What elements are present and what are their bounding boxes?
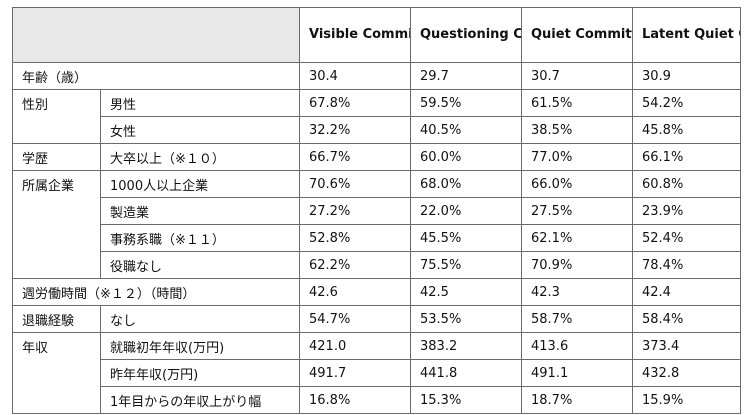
table-cell: 29.7 xyxy=(410,62,522,90)
group-label: 年収 xyxy=(12,332,101,414)
table-cell: 38.5% xyxy=(521,116,633,144)
sub-label: 昨年年収(万円) xyxy=(100,359,300,387)
table-cell: 62.2% xyxy=(299,251,411,279)
table-cell: 40.5% xyxy=(410,116,522,144)
table-cell: 32.2% xyxy=(299,116,411,144)
table-cell: 413.6 xyxy=(521,332,633,360)
table-cell: 42.5 xyxy=(410,278,522,306)
table-cell: 30.7 xyxy=(521,62,633,90)
table-cell: 58.4% xyxy=(632,305,741,333)
table-row: 年齢（歳） 30.4 29.7 30.7 30.9 xyxy=(12,62,741,90)
sub-label: 事務系職（※１１） xyxy=(100,224,300,252)
table-row: 学歴 大卒以上（※１０） 66.7% 60.0% 77.0% 66.1% xyxy=(12,143,741,171)
table-cell: 421.0 xyxy=(299,332,411,360)
table-cell: 78.4% xyxy=(632,251,741,279)
sub-label: 製造業 xyxy=(100,197,300,225)
group-label: 学歴 xyxy=(12,143,101,171)
table-cell: 75.5% xyxy=(410,251,522,279)
comparison-table: Visible Committing Questioning Committin… xyxy=(12,7,741,414)
table-cell: 62.1% xyxy=(521,224,633,252)
table-cell: 441.8 xyxy=(410,359,522,387)
table-row: 所属企業 1000人以上企業 70.6% 68.0% 66.0% 60.8% xyxy=(12,170,741,279)
table-cell: 66.1% xyxy=(632,143,741,171)
table-cell: 42.3 xyxy=(521,278,633,306)
table-cell: 60.8% xyxy=(632,170,741,198)
table-row: 退職経験 なし 54.7% 53.5% 58.7% 58.4% xyxy=(12,305,741,333)
table-cell: 42.4 xyxy=(632,278,741,306)
sub-label: 男性 xyxy=(100,89,300,117)
table-cell: 45.5% xyxy=(410,224,522,252)
table-cell: 70.9% xyxy=(521,251,633,279)
sub-label: 役職なし xyxy=(100,251,300,279)
table-row: 女性 32.2% 40.5% 38.5% 45.8% xyxy=(13,116,741,144)
table-row: 昨年年収(万円) 491.7 441.8 491.1 432.8 xyxy=(13,359,741,387)
table-row: 製造業 27.2% 22.0% 27.5% 23.9% xyxy=(13,197,741,225)
table-cell: 30.4 xyxy=(299,62,411,90)
row-label: 年齢（歳） xyxy=(12,62,300,90)
table-cell: 27.5% xyxy=(521,197,633,225)
table-cell: 383.2 xyxy=(410,332,522,360)
group-label: 退職経験 xyxy=(12,305,101,333)
table-cell: 59.5% xyxy=(410,89,522,117)
column-header: Visible Committing xyxy=(299,7,411,63)
table-cell: 67.8% xyxy=(299,89,411,117)
table-cell: 54.2% xyxy=(632,89,741,117)
group-label: 所属企業 xyxy=(12,170,101,279)
table-cell: 42.6 xyxy=(299,278,411,306)
table-cell: 30.9 xyxy=(632,62,741,90)
table-cell: 70.6% xyxy=(299,170,411,198)
table-cell: 52.4% xyxy=(632,224,741,252)
table-row: 役職なし 62.2% 75.5% 70.9% 78.4% xyxy=(13,251,741,279)
table-cell: 23.9% xyxy=(632,197,741,225)
table-row: 事務系職（※１１） 52.8% 45.5% 62.1% 52.4% xyxy=(13,224,741,252)
table-row: 週労働時間（※１２）（時間） 42.6 42.5 42.3 42.4 xyxy=(12,278,741,306)
table-cell: 66.7% xyxy=(299,143,411,171)
sub-label: なし xyxy=(100,305,300,333)
sub-label: 1年目からの年収上がり幅 xyxy=(100,386,300,414)
table-cell: 15.3% xyxy=(410,386,522,414)
sub-label: 就職初年年収(万円) xyxy=(100,332,300,360)
table-cell: 27.2% xyxy=(299,197,411,225)
table-row: 1年目からの年収上がり幅 16.8% 15.3% 18.7% 15.9% xyxy=(13,386,741,414)
table-cell: 58.7% xyxy=(521,305,633,333)
table-cell: 60.0% xyxy=(410,143,522,171)
group-label: 性別 xyxy=(12,89,101,144)
header-row: Visible Committing Questioning Committin… xyxy=(12,7,741,63)
table-cell: 16.8% xyxy=(299,386,411,414)
table-cell: 491.7 xyxy=(299,359,411,387)
row-label: 週労働時間（※１２）（時間） xyxy=(12,278,300,306)
table-cell: 54.7% xyxy=(299,305,411,333)
table-cell: 15.9% xyxy=(632,386,741,414)
sub-label: 1000人以上企業 xyxy=(100,170,300,198)
table-cell: 77.0% xyxy=(521,143,633,171)
table-row: 年収 就職初年年収(万円) 421.0 383.2 413.6 373.4 xyxy=(12,332,741,414)
column-header: Quiet Committing xyxy=(521,7,633,63)
column-header: Questioning Committing xyxy=(410,7,522,63)
table-cell: 22.0% xyxy=(410,197,522,225)
table-cell: 45.8% xyxy=(632,116,741,144)
table-cell: 53.5% xyxy=(410,305,522,333)
table-cell: 491.1 xyxy=(521,359,633,387)
table-cell: 52.8% xyxy=(299,224,411,252)
table-cell: 66.0% xyxy=(521,170,633,198)
table-cell: 432.8 xyxy=(632,359,741,387)
table-cell: 68.0% xyxy=(410,170,522,198)
table-cell: 61.5% xyxy=(521,89,633,117)
sub-label: 大卒以上（※１０） xyxy=(100,143,300,171)
table-cell: 18.7% xyxy=(521,386,633,414)
header-corner-cell xyxy=(12,7,300,63)
table-cell: 373.4 xyxy=(632,332,741,360)
column-header: Latent Quiet Quitting xyxy=(632,7,741,63)
table-row: 性別 男性 67.8% 59.5% 61.5% 54.2% xyxy=(12,89,741,144)
sub-label: 女性 xyxy=(100,116,300,144)
